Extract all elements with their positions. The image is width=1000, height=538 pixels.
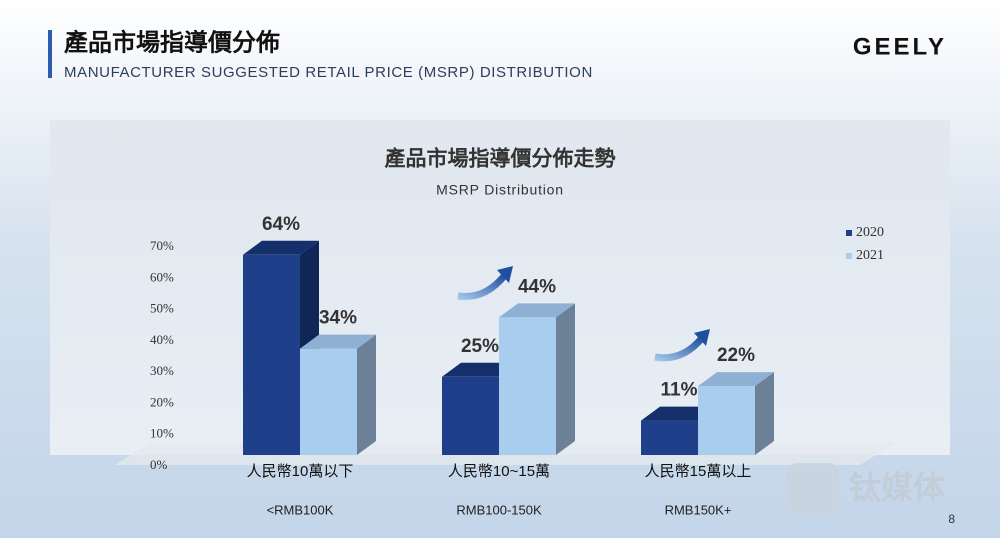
bar-side xyxy=(556,303,575,455)
logo: GEELY xyxy=(853,33,947,60)
legend-label: 2020 xyxy=(856,225,884,240)
bar-top xyxy=(499,303,575,318)
bar-top xyxy=(300,334,376,349)
bar-side xyxy=(755,372,774,455)
watermark-icon xyxy=(787,463,839,515)
title-accent xyxy=(48,30,52,78)
y-tick-label: 40% xyxy=(150,332,174,347)
value-label: 34% xyxy=(319,308,357,329)
watermark: 钛媒体 xyxy=(849,469,945,505)
value-label: 11% xyxy=(661,380,698,401)
legend-label: 2021 xyxy=(856,248,884,263)
slide-title: 產品市場指導價分佈 xyxy=(64,28,280,56)
value-label: 25% xyxy=(461,336,499,357)
y-tick-label: 50% xyxy=(150,301,174,316)
y-tick-label: 30% xyxy=(150,363,174,378)
trend-arrow-head xyxy=(497,266,513,283)
trend-arrow xyxy=(457,272,508,301)
trend-arrow-head xyxy=(694,329,710,346)
bar xyxy=(300,348,357,455)
trend-arrow xyxy=(654,335,705,362)
y-tick-label: 0% xyxy=(150,457,168,472)
x-tick-sublabel: <RMB100K xyxy=(267,502,334,517)
bar xyxy=(499,317,556,455)
bar xyxy=(243,254,300,455)
page-number: 8 xyxy=(948,512,955,526)
y-tick-label: 20% xyxy=(150,394,174,409)
x-tick-label: 人民幣15萬以上 xyxy=(645,463,752,480)
plot: 0% 10% 20% 30% 40% 50% 60% 70% 人民幣10萬以下 <RMB100K 6… xyxy=(150,214,884,518)
value-label: 22% xyxy=(717,345,755,366)
x-tick-sublabel: RMB150K+ xyxy=(665,502,732,517)
slide-subtitle: MANUFACTURER SUGGESTED RETAIL PRICE (MSR… xyxy=(64,64,593,81)
bar-top xyxy=(698,372,774,387)
bar xyxy=(698,386,755,455)
legend-swatch xyxy=(846,253,852,259)
bar xyxy=(641,420,698,455)
x-tick-label: 人民幣10萬以下 xyxy=(247,463,354,480)
bar-top xyxy=(243,240,319,255)
y-tick-label: 60% xyxy=(150,269,174,284)
chart-title: 產品市場指導價分佈走勢 xyxy=(385,147,616,171)
chart-subtitle: MSRP Distribution xyxy=(436,182,564,198)
y-tick-label: 10% xyxy=(150,426,174,441)
bar xyxy=(442,376,499,455)
value-label: 64% xyxy=(262,214,300,235)
y-tick-label: 70% xyxy=(150,238,174,253)
legend-swatch xyxy=(846,230,852,236)
x-tick-sublabel: RMB100-150K xyxy=(456,502,542,517)
bar-side xyxy=(357,334,376,455)
value-label: 44% xyxy=(518,276,556,297)
x-tick-label: 人民幣10~15萬 xyxy=(448,463,550,480)
